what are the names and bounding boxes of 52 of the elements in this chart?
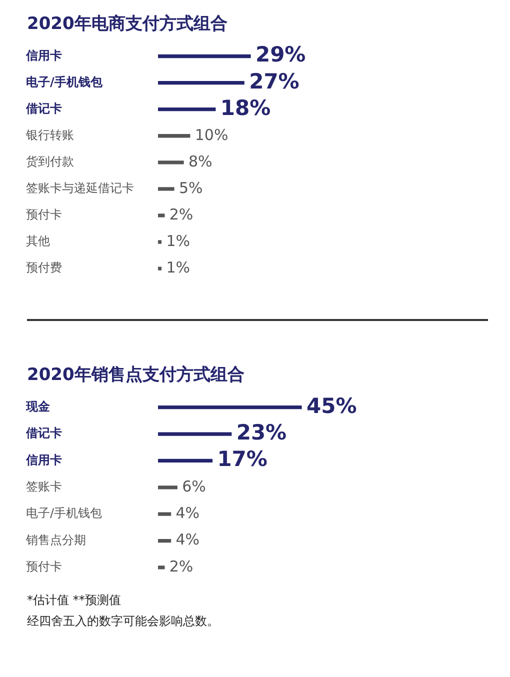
- data-label: 18%: [220, 96, 271, 120]
- text: *估计值 **预测值: [27, 592, 122, 609]
- y-tick-label: 银行转账: [25, 128, 74, 142]
- chart-title: 2020年电商支付方式组合: [27, 13, 228, 35]
- data-label: 4%: [176, 530, 200, 549]
- bar: [158, 134, 190, 138]
- y-tick-label: 其他: [26, 234, 50, 248]
- data-label: 6%: [182, 477, 206, 496]
- data-label: 27%: [249, 69, 300, 94]
- data-label: 2%: [169, 557, 194, 576]
- bar: [158, 214, 165, 218]
- data-label: 29%: [255, 42, 306, 67]
- y-tick-label: 预付卡: [26, 560, 62, 574]
- y-tick-label: 信用卡: [25, 48, 62, 62]
- data-label: 10%: [194, 126, 228, 144]
- bar: [158, 108, 216, 112]
- bar: [158, 187, 174, 191]
- data-label: 23%: [236, 420, 287, 444]
- bar: [158, 458, 213, 463]
- data-label: 5%: [178, 178, 203, 197]
- bar: [158, 406, 302, 410]
- y-tick-label: 签账卡: [26, 480, 62, 494]
- y-tick-label: 电子/手机钱包: [26, 506, 102, 520]
- data-label: 2%: [169, 205, 194, 224]
- y-tick-label: 销售点分期: [25, 532, 86, 547]
- bar: [158, 566, 165, 570]
- bar: [158, 266, 162, 270]
- data-label: 1%: [166, 258, 190, 276]
- y-tick-label: 借记卡: [25, 101, 62, 116]
- chart-title: 2020年销售点支付方式组合: [27, 364, 246, 386]
- y-tick-label: 货到付款: [26, 154, 74, 169]
- data-label: 17%: [217, 447, 268, 472]
- y-tick-label: 预付费: [26, 260, 62, 275]
- y-tick-label: 签账卡与递延借记卡: [26, 181, 134, 196]
- bar: [158, 512, 172, 516]
- bar: [158, 486, 178, 490]
- data-label: 4%: [176, 504, 200, 522]
- y-tick-label: 现金: [25, 399, 51, 414]
- y-tick-label: 借记卡: [25, 426, 62, 440]
- bar: [158, 240, 162, 244]
- bar: [158, 538, 172, 543]
- y-tick-label: 电子/手机钱包: [26, 74, 104, 89]
- data-label: 8%: [188, 152, 212, 170]
- y-tick-label: 预付卡: [26, 208, 62, 222]
- text: 经四舍五入的数字可能会影响总数。: [27, 613, 220, 630]
- bar: [158, 54, 251, 58]
- bar: [158, 80, 244, 85]
- bar: [158, 432, 232, 436]
- y-tick-label: 信用卡: [25, 452, 62, 467]
- bar: [158, 160, 184, 164]
- data-label: 45%: [306, 394, 357, 418]
- data-label: 1%: [166, 232, 190, 250]
